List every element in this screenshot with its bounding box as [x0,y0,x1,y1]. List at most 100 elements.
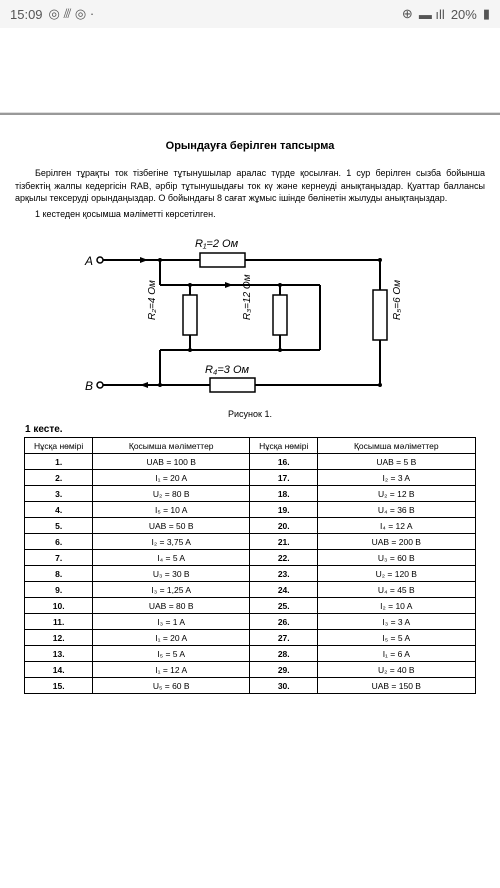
table-row: 12.I₁ = 20 A27.I₅ = 5 A [25,630,475,646]
battery-icon: ▮ [483,6,490,22]
cell-data: I₅ = 5 A [92,646,250,662]
wifi-icon: ⊕ [402,6,413,22]
cell-data: UAB = 80 В [92,598,250,614]
cell-number: 8. [25,566,93,582]
cell-number: 23. [250,566,318,582]
cell-number: 1. [25,454,93,470]
cell-data: I₂ = 3,75 A [92,534,250,550]
cell-number: 10. [25,598,93,614]
cell-data: I₁ = 20 A [92,630,250,646]
cell-number: 28. [250,646,318,662]
cell-number: 2. [25,470,93,486]
cell-number: 12. [25,630,93,646]
cell-data: UAB = 200 В [318,534,476,550]
cell-number: 11. [25,614,93,630]
table-row: 4.I₅ = 10 A19.U₄ = 36 В [25,502,475,518]
paragraph-1: Берілген тұрақты ток тізбегіне тұтынушыл… [15,167,485,205]
label-R5: R₅=6 Ом [392,280,403,320]
data-table: Нұсқа нөмірі Қосымша мәліметтер Нұсқа нө… [24,437,475,694]
status-icons-left: ◎ ⫻ ◎ · [49,6,95,22]
cell-number: 24. [250,582,318,598]
label-R3: R₃=12 Ом [242,275,253,321]
cell-data: U₃ = 30 В [92,566,250,582]
cell-number: 5. [25,518,93,534]
cell-number: 20. [250,518,318,534]
cell-number: 17. [250,470,318,486]
cell-data: U₂ = 80 В [92,486,250,502]
cell-number: 27. [250,630,318,646]
cell-data: I₄ = 5 A [92,550,250,566]
cell-number: 18. [250,486,318,502]
table-title: 1 кесте. [25,424,485,435]
battery-text: 20% [451,7,477,22]
table-row: 2.I₁ = 20 A17.I₂ = 3 A [25,470,475,486]
cell-number: 30. [250,678,318,694]
cell-data: I₅ = 5 A [318,630,476,646]
cell-data: I₃ = 1,25 A [92,582,250,598]
table-row: 7.I₄ = 5 A22.U₃ = 60 В [25,550,475,566]
cell-number: 25. [250,598,318,614]
cell-number: 9. [25,582,93,598]
cell-number: 7. [25,550,93,566]
signal-icon: ▬ ıll [419,7,445,22]
cell-data: U₄ = 45 В [318,582,476,598]
table-row: 6.I₂ = 3,75 A21.UAB = 200 В [25,534,475,550]
cell-data: UAB = 5 В [318,454,476,470]
document-title: Орындауға берілген тапсырма [15,140,485,152]
table-row: 11.I₃ = 1 A26.I₃ = 3 A [25,614,475,630]
cell-number: 6. [25,534,93,550]
cell-number: 19. [250,502,318,518]
table-header-3: Нұсқа нөмірі [250,438,318,454]
table-row: 15.U₅ = 60 В30.UAB = 150 В [25,678,475,694]
label-R4: R₄=3 Ом [205,364,250,376]
table-row: 3.U₂ = 80 В18.U₂ = 12 В [25,486,475,502]
cell-data: I₁ = 6 A [318,646,476,662]
paragraph-2: 1 кестеден қосымша мәліметті көрсетілген… [15,208,485,221]
table-header-2: Қосымша мәліметтер [92,438,250,454]
cell-number: 13. [25,646,93,662]
table-row: 8.U₃ = 30 В23.U₂ = 120 В [25,566,475,582]
table-row: 5.UAB = 50 В20.I₄ = 12 A [25,518,475,534]
cell-data: UAB = 50 В [92,518,250,534]
status-bar: 15:09 ◎ ⫻ ◎ · ⊕ ▬ ıll 20% ▮ [0,0,500,28]
cell-number: 3. [25,486,93,502]
status-time: 15:09 [10,7,43,22]
label-R1: R₁=2 Ом [195,238,239,250]
cell-data: I₅ = 10 A [92,502,250,518]
cell-data: I₁ = 12 A [92,662,250,678]
circuit-caption: Рисунок 1. [80,409,420,419]
cell-data: U₂ = 40 В [318,662,476,678]
label-B: В [85,379,93,393]
header-blank [0,28,500,113]
cell-number: 15. [25,678,93,694]
cell-data: UAB = 100 В [92,454,250,470]
table-row: 13.I₅ = 5 A28.I₁ = 6 A [25,646,475,662]
cell-data: I₁ = 20 A [92,470,250,486]
cell-number: 4. [25,502,93,518]
label-R2: R₂=4 Ом [147,280,158,320]
cell-data: UAB = 150 В [318,678,476,694]
table-row: 1.UAB = 100 В16.UAB = 5 В [25,454,475,470]
cell-number: 16. [250,454,318,470]
document-content: Орындауға берілген тапсырма Берілген тұр… [0,115,500,704]
table-row: 14.I₁ = 12 A29.U₂ = 40 В [25,662,475,678]
cell-data: I₃ = 3 A [318,614,476,630]
cell-data: U₂ = 120 В [318,566,476,582]
table-header-1: Нұсқа нөмірі [25,438,93,454]
cell-data: I₂ = 10 A [318,598,476,614]
cell-data: I₃ = 1 A [92,614,250,630]
table-row: 10.UAB = 80 В25.I₂ = 10 A [25,598,475,614]
cell-number: 22. [250,550,318,566]
table-row: 9.I₃ = 1,25 A24.U₄ = 45 В [25,582,475,598]
cell-number: 26. [250,614,318,630]
cell-data: U₂ = 12 В [318,486,476,502]
cell-number: 21. [250,534,318,550]
cell-data: U₄ = 36 В [318,502,476,518]
cell-data: I₂ = 3 A [318,470,476,486]
cell-data: I₄ = 12 A [318,518,476,534]
cell-number: 14. [25,662,93,678]
circuit-diagram: А R₁=2 Ом R₂=4 Ом R₃=12 Ом [80,235,420,419]
table-header-4: Қосымша мәліметтер [318,438,476,454]
cell-data: U₅ = 60 В [92,678,250,694]
cell-number: 29. [250,662,318,678]
